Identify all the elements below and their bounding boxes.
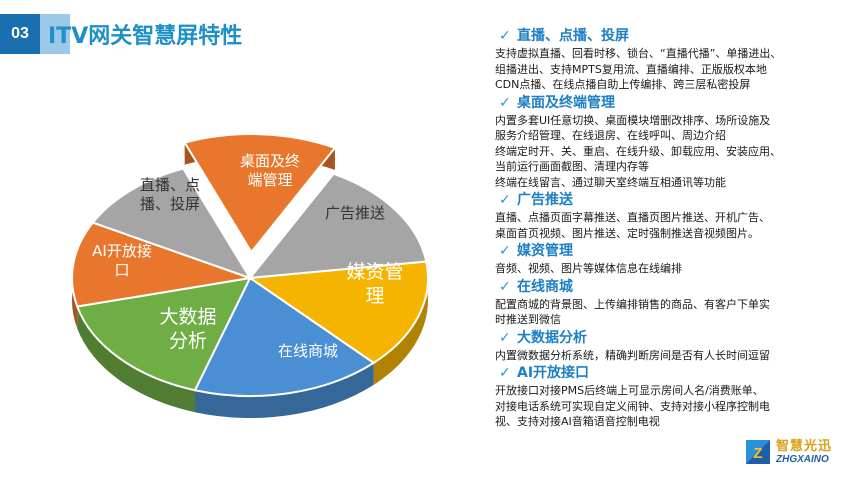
pie-slice-label-line: AI开放接 [92, 242, 152, 260]
section-number-badge [0, 14, 70, 54]
pie-slice-label-line: 直播、点 [140, 176, 200, 194]
feature-description-line: 音频、视频、图片等媒体信息在线编排 [495, 262, 682, 275]
feature-description-line: 配置商城的背景图、上传编排销售的商品、有客户下单实 [495, 297, 770, 311]
feature-description-line: 时推送到微信 [495, 313, 561, 326]
pie-slice-label: AI开放接口 [92, 242, 152, 279]
feature-description-line: 支持虚拟直播、回看时移、锁台、“直播代播”、单播进出、 [495, 47, 782, 60]
feature-description-line: 内置微数据分析系统，精确判断房间是否有人长时间逗留 [495, 348, 770, 362]
feature-heading-text: 大数据分析 [517, 329, 587, 346]
feature-heading-text: 媒资管理 [517, 243, 573, 259]
logo-mark-icon: Z [746, 440, 770, 464]
pie-slice-label: 桌面及终端管理 [240, 152, 300, 189]
feature-description-line: 内置多套UI任意切换、桌面模块增删改排序、场所设施及 [495, 113, 771, 127]
pie-slice-label-line: 分析 [169, 330, 207, 352]
checkmark-icon: ✓ [499, 365, 511, 381]
pie-slice-label-line: 理 [365, 285, 384, 307]
pie-slice-label: 广告推送 [325, 204, 385, 222]
checkmark-icon: ✓ [499, 192, 511, 208]
checkmark-icon: ✓ [499, 243, 511, 259]
pie-slice-label-line: 播、投屏 [140, 195, 200, 213]
feature-description-line: 服务介绍管理、在线退房、在线呼叫、周边介绍 [495, 129, 726, 142]
checkmark-icon: ✓ [499, 278, 511, 295]
checkmark-icon: ✓ [499, 329, 511, 346]
pie-slice [75, 276, 252, 392]
pie-slice-label-line: 广告推送 [325, 204, 385, 222]
feature-heading: ✓ AI开放接口 [495, 364, 855, 383]
feature-heading: ✓ 大数据分析 [495, 329, 855, 348]
pie-slice-label-line: 口 [114, 261, 129, 279]
pie-slice [91, 167, 253, 280]
feature-description-line: 对接电话系统可实现自定义闹钟、支持对接小程序控制电 [495, 399, 770, 413]
logo-english-name: ZHGXAINO [776, 453, 829, 465]
feature-description-line: 组播进出、支持MPTS复用流、直播编排、正版版权本地 [495, 62, 767, 76]
feature-description-line: 桌面首页视频、图片推送、定时强制推送音视频图片。 [495, 226, 759, 240]
pie-slice [183, 133, 337, 254]
feature-description-line: 开放接口对接PMS后终端上可显示房间人名/消费账单、 [495, 384, 764, 397]
pie-slice-label-line: 大数据 [159, 306, 216, 328]
page-title: ITV网关智慧屏特性 [48, 24, 243, 49]
checkmark-icon: ✓ [499, 94, 511, 111]
feature-heading-text: 桌面及终端管理 [517, 94, 615, 111]
pie-slice-label: 媒资管理 [346, 261, 403, 307]
feature-description-line: 终端定时开、关、重启、在线升级、卸载应用、安装应用、 [495, 144, 781, 158]
pie-slice-label-line: 端管理 [247, 171, 292, 189]
feature-heading: ✓ 媒资管理 [495, 242, 855, 261]
feature-heading-text: AI开放接口 [517, 365, 590, 381]
section-number: 03 [11, 25, 29, 42]
pie-slice [247, 260, 429, 365]
feature-heading-text: 直播、点播、投屏 [517, 28, 629, 44]
feature-list: ✓ 直播、点播、投屏支持虚拟直播、回看时移、锁台、“直播代播”、单播进出、 组播进出… [495, 26, 855, 430]
feature-heading: ✓ 广告推送 [495, 191, 855, 210]
company-logo: Z 智慧光迅 ZHGXAINO [744, 438, 832, 466]
feature-description-line: 视、支持对接AI音箱语音控制电视 [495, 415, 660, 428]
feature-heading-text: 广告推送 [517, 192, 573, 208]
pie-slice-label: 直播、点播、投屏 [140, 176, 200, 213]
pie-slice [193, 276, 376, 397]
feature-description-line: 终端在线留言、通过聊天室终端互相通讯等功能 [495, 175, 726, 189]
feature-description-line: 直播、点播页面字幕推送、直播页图片推送、开机广告、 [495, 211, 770, 224]
pie-slice [71, 221, 251, 308]
pie-slice-label: 在线商城 [278, 342, 338, 360]
feature-heading: ✓ 直播、点播、投屏 [495, 27, 855, 46]
svg-text:Z: Z [753, 445, 762, 462]
feature-heading-text: 在线商城 [517, 278, 573, 295]
pie-slice-label: 大数据分析 [159, 306, 216, 352]
pie-slice-label-line: 在线商城 [278, 342, 338, 360]
feature-heading: ✓ 在线商城 [495, 278, 855, 297]
feature-description-line: CDN点播、在线点播自助上传编排、跨三层私密投屏 [495, 78, 751, 91]
logo-chinese-name: 智慧光迅 [776, 438, 833, 454]
feature-description-line: 当前运行画面截图、清理内存等 [495, 160, 649, 173]
pie-slice [247, 172, 428, 280]
pie-slice-side [77, 306, 195, 413]
pie-slice-label-line: 媒资管 [346, 261, 403, 283]
feature-heading: ✓ 桌面及终端管理 [495, 94, 855, 113]
pie-slice-side [194, 362, 374, 418]
pie-slice-label-line: 桌面及终 [240, 152, 300, 170]
checkmark-icon: ✓ [499, 28, 511, 44]
